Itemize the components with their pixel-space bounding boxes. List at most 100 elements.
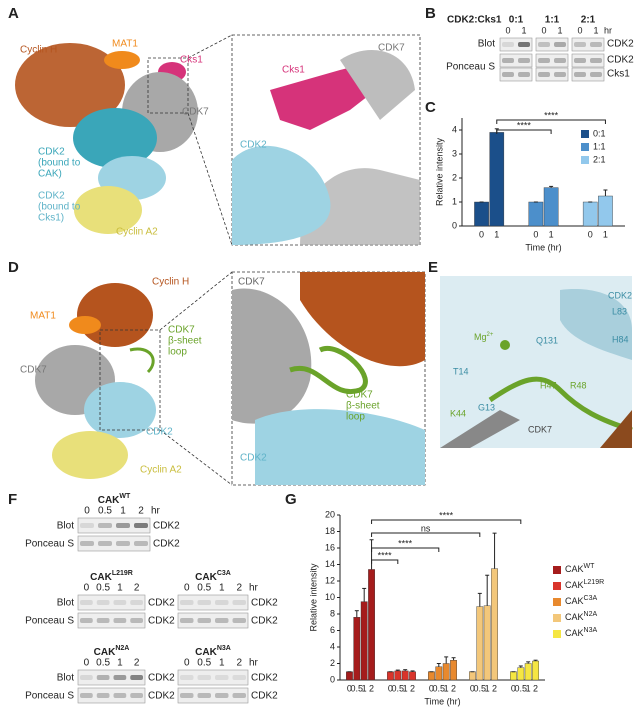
band — [134, 541, 148, 546]
protein-label: CDK2 — [148, 598, 175, 609]
x-tick-label: 1 — [603, 229, 608, 239]
y-tick-label: 12 — [325, 575, 335, 585]
label: β-sheet — [168, 336, 202, 347]
band — [130, 600, 143, 605]
blot — [77, 612, 146, 629]
band — [215, 693, 229, 698]
blot — [499, 37, 533, 52]
cyclin-h-shape — [15, 43, 125, 127]
bar — [353, 617, 361, 681]
label: CDK7 — [346, 390, 373, 401]
label-name: CAK — [565, 628, 584, 638]
time-label: 0 — [541, 25, 546, 35]
cdk7-shape — [340, 50, 415, 120]
x-tick-label: 1 — [485, 683, 490, 693]
label: (bound to — [38, 158, 81, 169]
label: β-sheet — [346, 401, 380, 412]
y-tick-label: 0 — [452, 220, 457, 230]
significance-label: **** — [517, 120, 532, 130]
label: CDK7 — [168, 325, 195, 336]
time-label: 1 — [117, 658, 123, 669]
protein-label: CDK2 — [148, 673, 175, 684]
time-label: 0.5 — [197, 583, 211, 594]
band — [80, 523, 94, 528]
label-name: CAK — [565, 596, 584, 606]
loop-shape — [289, 345, 368, 395]
panel-letter: C — [425, 99, 436, 116]
x-tick-label: 0 — [470, 683, 475, 693]
band — [518, 42, 530, 47]
unit-label: hr — [249, 583, 259, 594]
protein-label: Cks1 — [607, 69, 630, 80]
bar — [450, 660, 457, 681]
zoom-line — [187, 34, 233, 59]
blot — [535, 37, 569, 52]
label: Cyclin A2 — [140, 465, 182, 476]
label-superscript: WT — [119, 493, 131, 500]
time-label: 0 — [577, 25, 582, 35]
row-label: Ponceau S — [25, 539, 74, 550]
y-tick-label: 4 — [452, 124, 457, 134]
legend-swatch — [553, 566, 561, 574]
row-label: Blot — [57, 521, 74, 532]
protein-label: CDK2 — [153, 521, 180, 532]
label: MAT1 — [30, 311, 56, 322]
x-tick-label: 0.5 — [433, 683, 446, 693]
label: CDK2 — [240, 453, 267, 464]
panel-letter: B — [425, 5, 436, 22]
structure-d — [35, 271, 426, 486]
row-label: Blot — [478, 39, 495, 50]
cdk2-shape — [73, 108, 157, 168]
protein-label: CDK2 — [251, 616, 278, 627]
label: CDK7 — [238, 277, 265, 288]
blot — [177, 669, 249, 686]
significance-label: ns — [421, 523, 431, 533]
blot — [535, 67, 569, 82]
legend-swatch — [581, 156, 589, 164]
x-tick-label: 0 — [388, 683, 393, 693]
label: L83 — [612, 306, 627, 316]
blot-title: CDK2:Cks1 — [447, 15, 502, 26]
protein-label: CDK2 — [607, 39, 634, 50]
label: CDK7 — [182, 107, 209, 118]
band — [116, 523, 130, 528]
row-label: Blot — [57, 673, 74, 684]
band — [538, 42, 550, 47]
band — [80, 600, 93, 605]
legend-swatch — [581, 143, 589, 151]
unit-label: hr — [249, 658, 259, 669]
ion — [500, 340, 510, 350]
x-tick-label: 0 — [429, 683, 434, 693]
legend-swatch — [553, 582, 561, 590]
blot — [571, 67, 605, 82]
label: CAKC3A — [565, 595, 597, 607]
time-label: 1 — [120, 506, 126, 517]
band — [554, 72, 566, 77]
cdk2-shape — [255, 409, 425, 485]
x-tick-label: 1 — [403, 683, 408, 693]
significance-bracket — [371, 519, 522, 524]
y-tick-label: 14 — [325, 559, 335, 569]
label-superscript: N3A — [584, 627, 598, 634]
band — [590, 72, 602, 77]
time-label: 1 — [219, 658, 225, 669]
significance-bracket — [371, 532, 481, 537]
zoom-box — [147, 57, 189, 114]
time-label: 0.5 — [96, 583, 110, 594]
x-tick-label: 1 — [549, 229, 554, 239]
y-tick-label: 16 — [325, 542, 335, 552]
band — [113, 618, 127, 623]
cdk2-shape — [232, 145, 331, 245]
label-superscript: WT — [584, 563, 596, 570]
bar — [524, 663, 532, 681]
band — [554, 42, 566, 47]
label: CAKC3A — [195, 570, 231, 583]
zoom-line — [159, 429, 233, 486]
blot — [77, 687, 146, 704]
band — [554, 58, 566, 63]
significance-label: **** — [398, 538, 413, 548]
band — [574, 42, 586, 47]
band — [538, 72, 550, 77]
band — [130, 618, 143, 623]
